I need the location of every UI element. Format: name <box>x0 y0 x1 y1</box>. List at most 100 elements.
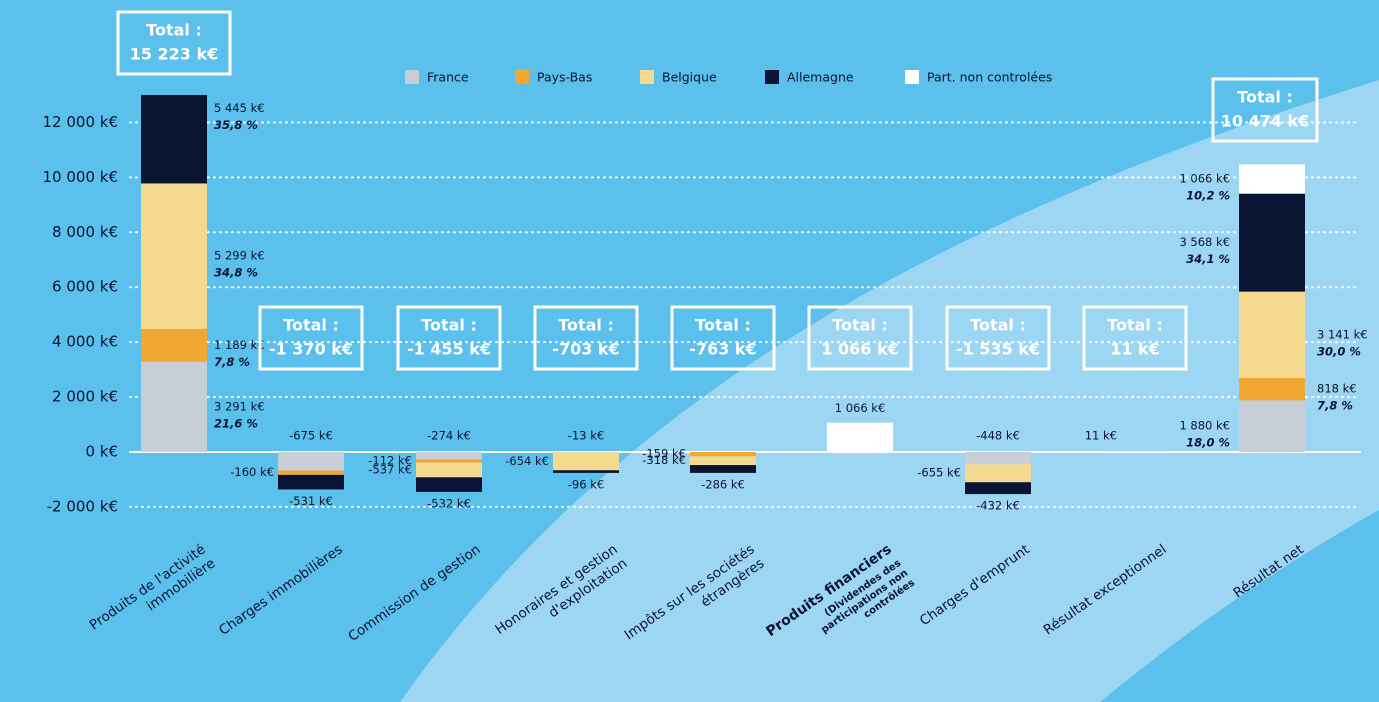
total-box <box>1211 77 1319 143</box>
total-value: 1 066 k€ <box>821 340 898 359</box>
bar-segment <box>1239 193 1305 292</box>
value-label: 3 141 k€ <box>1317 327 1368 341</box>
value-label: 818 k€ <box>1317 382 1357 396</box>
bar-segment <box>553 470 619 473</box>
bar-segment <box>690 456 756 466</box>
share-label: 34,1 % <box>1186 252 1230 266</box>
value-label: -675 k€ <box>289 428 333 442</box>
bars <box>141 95 1305 495</box>
value-label: 11 k€ <box>1085 428 1117 442</box>
value-label: -531 k€ <box>289 494 333 508</box>
total-value: 11 k€ <box>1110 340 1160 359</box>
total-value: -703 k€ <box>552 340 619 359</box>
total-prefix: Total : <box>283 316 339 335</box>
bar-segment <box>141 183 207 329</box>
bar-segment <box>690 451 756 457</box>
bar-segment <box>690 465 756 473</box>
value-label: 5 445 k€ <box>214 101 265 115</box>
legend-label: France <box>427 70 469 85</box>
total-box <box>116 10 232 76</box>
total-box <box>670 305 776 371</box>
y-tick-label: 4 000 k€ <box>52 333 118 351</box>
total-box <box>945 305 1051 371</box>
y-tick-label: -2 000 k€ <box>47 497 118 515</box>
legend-label: Belgique <box>662 70 717 85</box>
value-label: -654 k€ <box>505 454 549 468</box>
value-label: -112 k€ <box>368 454 412 468</box>
value-label: -432 k€ <box>976 499 1020 513</box>
share-label: 30,0 % <box>1317 344 1361 358</box>
background-wave <box>400 80 1379 702</box>
legend-swatch <box>405 70 419 84</box>
bar-segment <box>965 464 1031 483</box>
value-label: -318 k€ <box>642 453 686 467</box>
bar-segment <box>278 451 344 471</box>
bar-segment <box>1239 377 1305 401</box>
total-value: -1 455 k€ <box>407 340 491 359</box>
share-label: 10,2 % <box>1186 189 1230 203</box>
legend-swatch <box>905 70 919 84</box>
bar-segment <box>553 452 619 471</box>
total-value: 15 223 k€ <box>130 45 219 64</box>
legend-label: Pays-Bas <box>537 70 592 85</box>
total-value: -1 535 k€ <box>956 340 1040 359</box>
total-prefix: Total : <box>1107 316 1163 335</box>
value-label: -537 k€ <box>368 462 412 476</box>
legend-label: Part. non controlées <box>927 70 1052 85</box>
y-tick-label: 12 000 k€ <box>43 113 118 131</box>
total-box <box>396 305 502 371</box>
bar-segment <box>416 477 482 492</box>
total-box <box>1082 305 1188 371</box>
value-label: -532 k€ <box>427 496 471 510</box>
y-tick-label: 8 000 k€ <box>52 223 118 241</box>
value-label: -13 k€ <box>568 428 604 442</box>
bar-segment <box>141 361 207 452</box>
value-label: 1 189 k€ <box>214 338 265 352</box>
value-label: -448 k€ <box>976 428 1020 442</box>
legend-swatch <box>765 70 779 84</box>
legend-label: Allemagne <box>787 70 854 85</box>
total-prefix: Total : <box>558 316 614 335</box>
value-label: -286 k€ <box>701 477 745 491</box>
bar-segment <box>278 470 344 475</box>
y-tick-label: 6 000 k€ <box>52 278 118 296</box>
value-label: -274 k€ <box>427 428 471 442</box>
total-box <box>533 305 639 371</box>
total-prefix: Total : <box>421 316 477 335</box>
total-prefix: Total : <box>695 316 751 335</box>
share-label: 7,8 % <box>1317 399 1353 413</box>
value-label: 1 880 k€ <box>1179 419 1230 433</box>
share-label: 18,0 % <box>1186 436 1230 450</box>
bar-segment <box>416 459 482 463</box>
total-prefix: Total : <box>832 316 888 335</box>
value-label: -96 k€ <box>568 477 604 491</box>
value-label: -160 k€ <box>230 465 274 479</box>
legend-swatch <box>640 70 654 84</box>
bar-segment <box>416 462 482 478</box>
y-tick-label: 0 k€ <box>85 442 118 460</box>
total-prefix: Total : <box>1237 88 1293 107</box>
value-label: 5 299 k€ <box>214 249 265 263</box>
total-prefix: Total : <box>970 316 1026 335</box>
share-label: 21,6 % <box>214 416 258 430</box>
bar-segment <box>141 328 207 362</box>
labels: France Pays-Bas Belgique Allemagne Part. non… <box>87 10 1368 645</box>
bar-segment <box>141 95 207 184</box>
value-label: -159 k€ <box>642 447 686 461</box>
total-box <box>807 305 913 371</box>
legend-swatch <box>515 70 529 84</box>
value-label: 1 066 k€ <box>1179 172 1230 186</box>
total-value: -763 k€ <box>689 340 756 359</box>
value-label: -655 k€ <box>917 466 961 480</box>
total-value: -1 370 k€ <box>269 340 353 359</box>
share-label: 7,8 % <box>214 355 250 369</box>
background-wave <box>1100 510 1379 702</box>
bar-segment <box>416 451 482 460</box>
bar-segment <box>965 451 1031 465</box>
total-box <box>258 305 364 371</box>
bar-segment <box>1239 291 1305 378</box>
bar-segment <box>965 482 1031 495</box>
bar-segment <box>278 474 344 490</box>
total-value: 10 474 k€ <box>1221 112 1310 131</box>
